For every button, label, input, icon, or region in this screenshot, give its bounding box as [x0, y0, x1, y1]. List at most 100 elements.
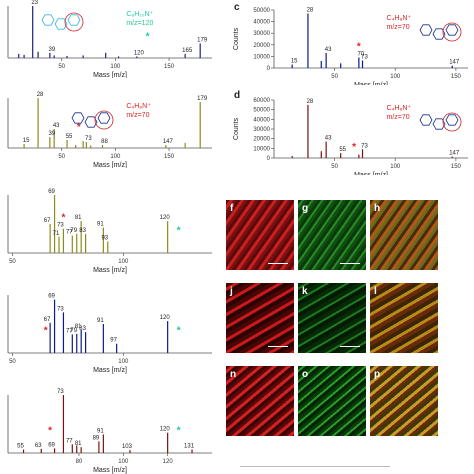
peak-label: 91: [97, 221, 104, 227]
x-axis-label: Mass [m/z]: [93, 162, 127, 168]
image-n: n: [226, 366, 294, 436]
highlight-circle: [94, 110, 114, 130]
peak-label: 91: [97, 428, 104, 434]
image-o: o: [298, 366, 366, 436]
peak-label: 73: [57, 389, 64, 395]
y-tick-label: 40000: [253, 20, 270, 26]
peak-label: 88: [101, 139, 108, 145]
panel-label-f: f: [230, 203, 234, 214]
scale-bar: [268, 263, 288, 264]
peak-label: 69: [48, 442, 55, 448]
peak-label: 43: [53, 123, 60, 129]
highlight-circle: [442, 22, 462, 42]
x-tick-label: 100: [118, 359, 129, 365]
x-tick-label: 100: [118, 259, 129, 265]
y-tick-label: 50000: [253, 8, 270, 14]
peak-label: 77: [66, 328, 73, 334]
peak-label: 55: [339, 147, 346, 153]
y-tick-label: 60000: [253, 98, 270, 104]
ion-mz: m/z=70: [387, 114, 410, 121]
ring: [67, 14, 81, 26]
ion-mz: m/z=70: [387, 24, 410, 31]
peak-label: 131: [184, 444, 195, 450]
peak-label: 69: [48, 294, 55, 300]
x-tick-label: 50: [58, 154, 65, 160]
peak-label: 67: [44, 317, 51, 323]
ring: [419, 114, 433, 126]
ring: [97, 112, 111, 124]
ring: [445, 24, 459, 36]
peak-label: 81: [75, 324, 82, 330]
y-tick-label: 20000: [253, 43, 270, 49]
panel-label-p: p: [374, 369, 381, 380]
peak-label: 83: [79, 228, 86, 234]
x-tick-label: 50: [331, 164, 338, 170]
image-h: h: [370, 200, 438, 270]
ion-formula: C₄H₈N⁺: [126, 103, 151, 110]
ring: [54, 18, 68, 30]
y-tick-label: 10000: [253, 54, 270, 60]
peak-label: 120: [160, 427, 171, 433]
peak-label: 81: [75, 215, 82, 221]
panel-label-g: g: [302, 203, 309, 214]
ring: [432, 118, 446, 130]
highlight-circle: [64, 12, 84, 32]
x-tick-label: 100: [110, 154, 121, 160]
peak-label: 55: [17, 444, 24, 450]
peak-label: 67: [44, 218, 51, 224]
spectrum-a: 50 100 150 Mass [m/z] 23 39 120 165 179 * C₈H₁₀N⁺ m…: [7, 0, 212, 78]
ring: [84, 116, 98, 128]
image-k: k: [298, 283, 366, 353]
y-tick-label: 40000: [253, 117, 270, 123]
peak-label: 28: [307, 7, 314, 13]
peak-label: 97: [110, 338, 117, 344]
panel-label-j: j: [230, 286, 233, 297]
panel-label-d: d: [234, 90, 241, 101]
peak-label: 73: [361, 54, 368, 60]
y-tick-label: 0: [267, 66, 271, 72]
y-tick-label: 10000: [253, 146, 270, 152]
peak-label: 43: [325, 136, 332, 142]
image-g: g: [298, 200, 366, 270]
ion-formula: C₄H₈N⁺: [387, 105, 412, 112]
x-tick-label: 100: [118, 459, 129, 465]
star-marker: *: [44, 325, 48, 336]
x-axis-label: Mass [m/z]: [354, 82, 388, 85]
peak-label: 120: [160, 315, 171, 321]
y-tick-label: 0: [267, 156, 271, 162]
ring: [432, 28, 446, 40]
scale-bar-long: [240, 466, 390, 467]
panel-label-k: k: [302, 286, 308, 297]
x-tick-label: 50: [9, 359, 16, 365]
peak-label: 103: [122, 444, 133, 450]
ion-formula: C₄H₈N⁺: [387, 15, 412, 22]
peak-label: 120: [134, 50, 145, 56]
peak-label: 63: [35, 443, 42, 449]
x-tick-label: 100: [390, 164, 401, 170]
star-marker: *: [146, 32, 150, 43]
x-tick-label: 50: [9, 259, 16, 265]
image-p: p: [370, 366, 438, 436]
panel-label-c: c: [234, 2, 240, 13]
peak-label: 179: [197, 96, 208, 102]
star-marker: *: [48, 425, 52, 436]
scale-bar: [340, 263, 360, 264]
star-marker: *: [357, 42, 361, 53]
x-tick-label: 150: [451, 164, 462, 170]
peak-label: 55: [66, 134, 73, 140]
ring: [41, 14, 55, 26]
y-axis-label: Counts: [233, 27, 240, 50]
y-axis-label: Counts: [233, 117, 240, 140]
peak-label: 71: [53, 231, 60, 237]
highlight-circle: [442, 112, 462, 132]
x-tick-label: 80: [76, 459, 83, 465]
x-axis-label: Mass [m/z]: [93, 367, 127, 374]
ring: [71, 112, 85, 124]
spectrum-d: 50 100 150 0 10000 20000 30000 40000 50000 60000 C…: [233, 98, 468, 175]
x-tick-label: 120: [163, 459, 174, 465]
peak-label: 91: [97, 318, 104, 324]
star-marker: *: [77, 122, 81, 133]
star-marker: *: [352, 142, 356, 153]
